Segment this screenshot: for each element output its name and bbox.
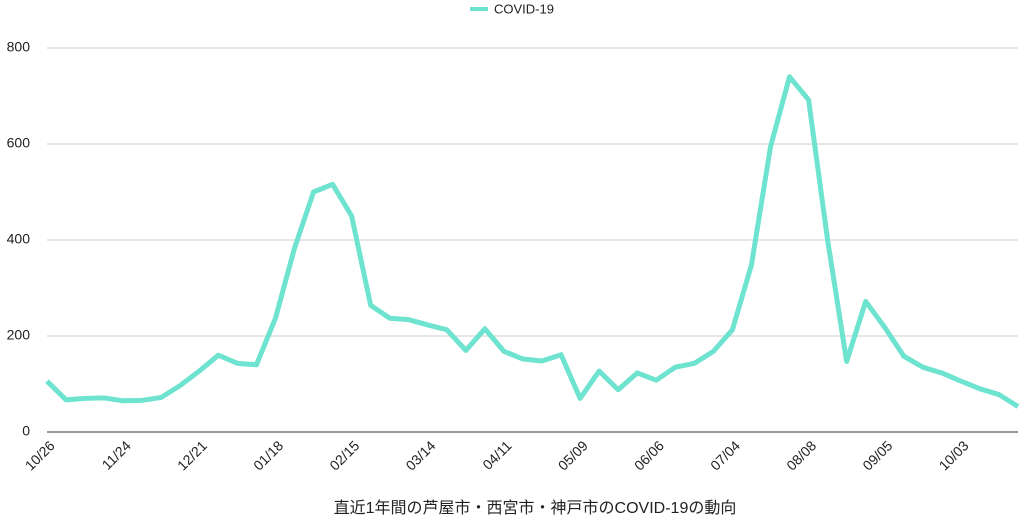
y-tick-label: 0 <box>22 423 30 439</box>
x-tick-label: 12/21 <box>174 437 210 473</box>
chart-title: 直近1年間の芦屋市・西宮市・神戸市のCOVID-19の動向 <box>334 499 737 517</box>
x-tick-label: 04/11 <box>479 437 515 473</box>
x-tick-label: 03/14 <box>402 437 438 473</box>
x-tick-label: 07/04 <box>707 437 743 473</box>
legend-label: COVID-19 <box>494 1 554 16</box>
y-tick-label: 200 <box>7 327 31 343</box>
y-tick-label: 800 <box>7 39 31 55</box>
x-tick-label: 11/24 <box>99 437 135 473</box>
x-tick-label: 10/26 <box>22 437 58 473</box>
x-tick-label: 05/09 <box>555 437 591 473</box>
x-tick-label: 10/03 <box>936 437 972 473</box>
x-tick-label: 08/08 <box>783 437 819 473</box>
x-tick-label: 09/05 <box>859 437 895 473</box>
x-tick-label: 06/06 <box>631 437 667 473</box>
y-tick-label: 400 <box>7 231 31 247</box>
data-line <box>45 74 1020 409</box>
x-tick-label: 01/18 <box>250 437 286 473</box>
y-tick-label: 600 <box>7 135 31 151</box>
x-tick-label: 02/15 <box>326 437 362 473</box>
